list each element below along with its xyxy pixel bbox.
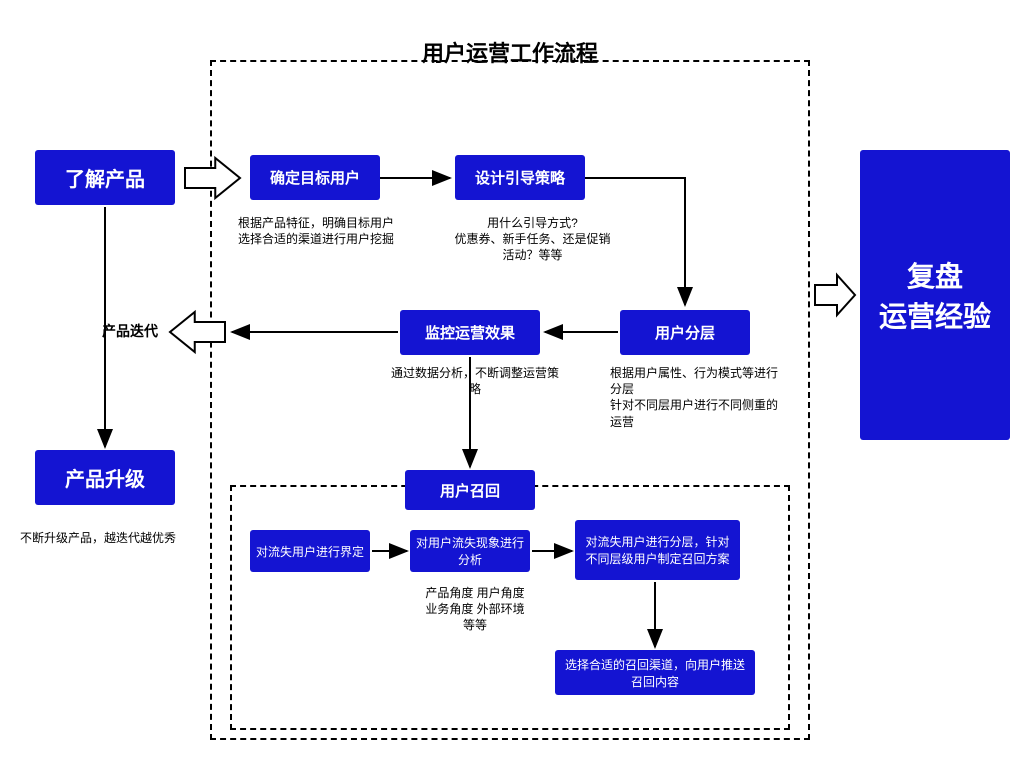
note-r2_n: 产品角度 用户角度 业务角度 外部环境 等等	[410, 585, 540, 634]
node-monitor: 监控运营效果	[400, 310, 540, 355]
node-understand: 了解产品	[35, 150, 175, 205]
node-upgrade: 产品升级	[35, 450, 175, 505]
node-r3: 对流失用户进行分层，针对不同层级用户制定召回方案	[575, 520, 740, 580]
node-segment: 用户分层	[620, 310, 750, 355]
diagram-title: 用户运营工作流程	[380, 36, 640, 68]
node-r4: 选择合适的召回渠道，向用户推送召回内容	[555, 650, 755, 695]
node-r2: 对用户流失现象进行分析	[410, 530, 530, 572]
note-monitor_n: 通过数据分析，不断调整运营策略	[390, 365, 560, 397]
note-segment_n: 根据用户属性、行为模式等进行分层 针对不同层用户进行不同侧重的运营	[610, 365, 785, 430]
node-r1: 对流失用户进行界定	[250, 530, 370, 572]
note-upgrade_n: 不断升级产品，越迭代越优秀	[20, 530, 200, 546]
node-recall: 用户召回	[405, 470, 535, 510]
note-strategy_n: 用什么引导方式? 优惠券、新手任务、还是促销活动？等等	[450, 215, 615, 264]
flow-diagram: 用户运营工作流程 了解产品产品升级确定目标用户设计引导策略用户分层监控运营效果用…	[0, 0, 1024, 770]
note-iterate: 产品迭代	[90, 322, 170, 341]
node-review: 复盘 运营经验	[860, 150, 1010, 440]
node-strategy: 设计引导策略	[455, 155, 585, 200]
node-target: 确定目标用户	[250, 155, 380, 200]
hollow-arrow-a3	[815, 275, 855, 315]
note-target_n: 根据产品特征，明确目标用户 选择合适的渠道进行用户挖掘	[238, 215, 413, 247]
